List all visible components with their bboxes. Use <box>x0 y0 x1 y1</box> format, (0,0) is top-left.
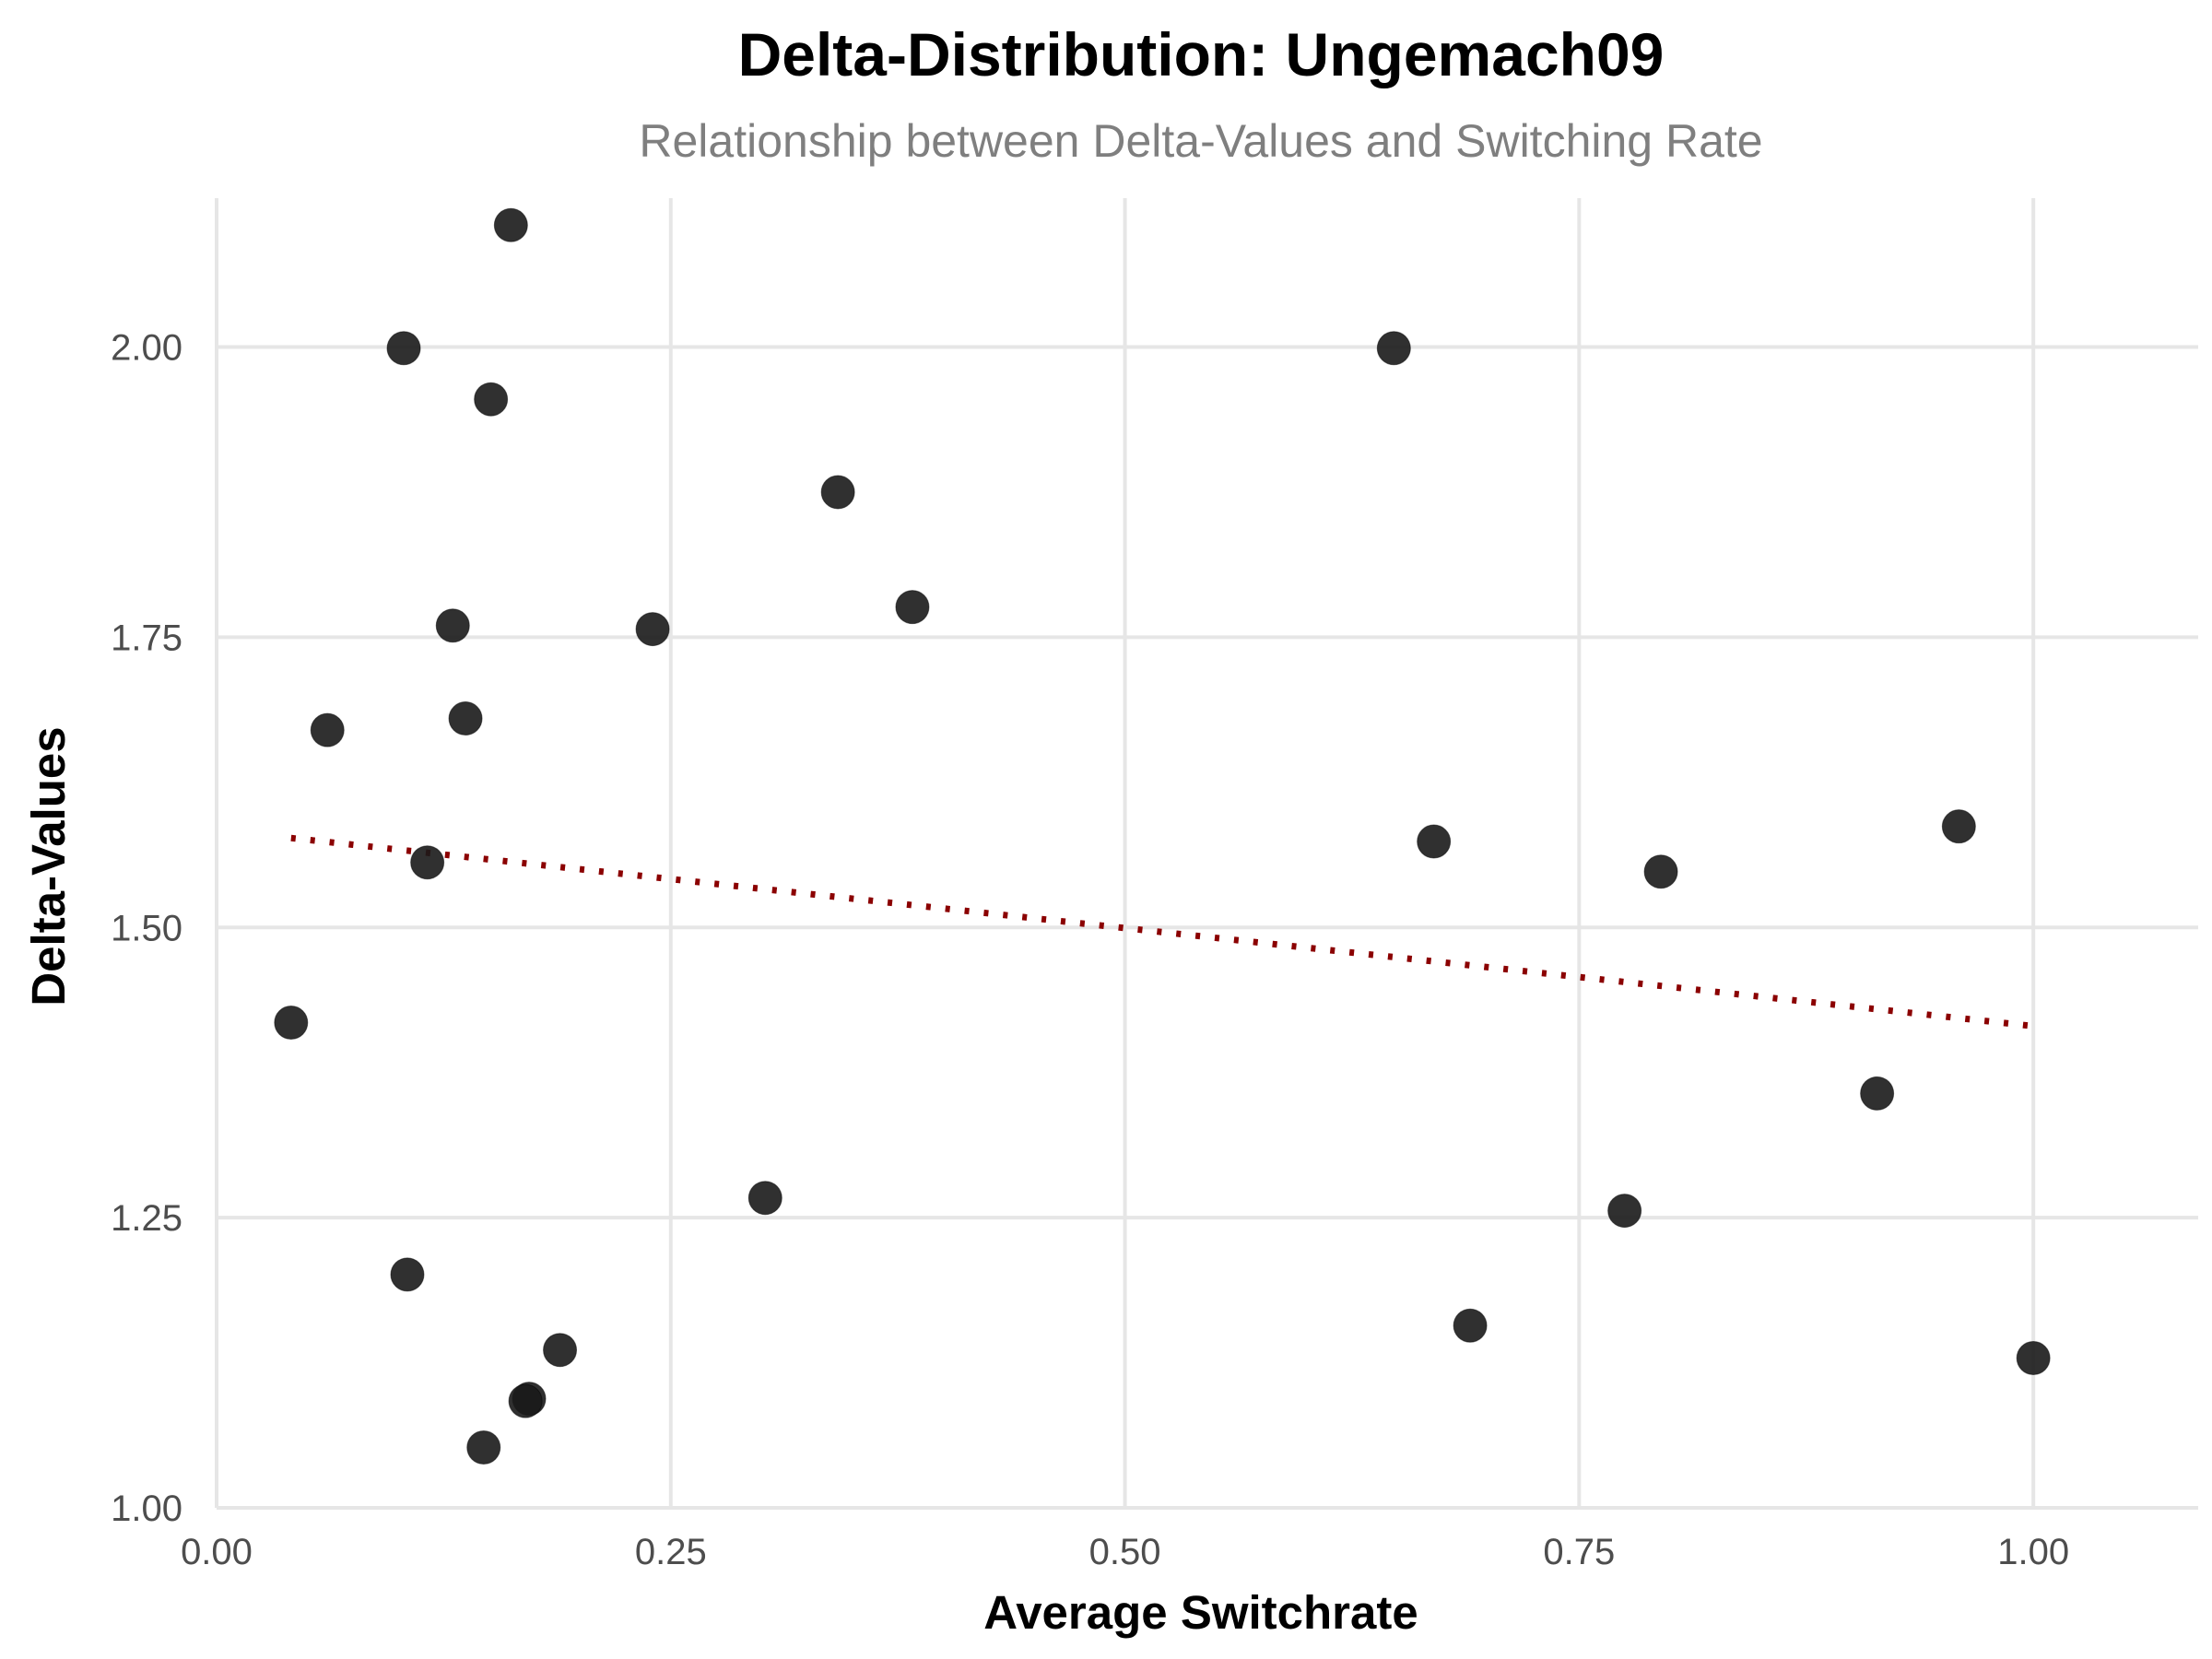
data-points <box>274 207 2051 1465</box>
data-point <box>435 608 470 643</box>
data-point <box>1453 1308 1488 1343</box>
y-tick-label: 2.00 <box>111 328 182 369</box>
x-tick-label: 0.25 <box>635 1532 707 1572</box>
data-point <box>493 207 528 242</box>
x-tick-label: 0.75 <box>1543 1532 1615 1572</box>
data-point <box>635 612 670 647</box>
y-axis-title: Delta-Values <box>22 726 75 1006</box>
trend-line-layer <box>290 834 2034 1030</box>
x-tick-label: 1.00 <box>1997 1532 2069 1572</box>
data-point <box>390 1257 425 1292</box>
data-point <box>1860 1076 1895 1111</box>
x-tick-label: 0.50 <box>1089 1532 1161 1572</box>
data-point <box>386 331 421 366</box>
x-axis-title: Average Switchrate <box>983 1586 1418 1639</box>
data-point <box>1941 809 1976 844</box>
data-point <box>410 845 445 880</box>
x-tick-label: 0.00 <box>181 1532 253 1572</box>
data-point <box>2016 1341 2051 1376</box>
data-point <box>474 382 509 417</box>
grid-lines <box>215 198 2198 1510</box>
tick-labels: 0.00 0.25 0.50 0.75 1.00 1.00 1.25 1.50 1.75 2.00 <box>111 328 2069 1572</box>
y-tick-label: 1.75 <box>111 618 182 658</box>
data-point <box>1376 331 1411 366</box>
data-point <box>274 1006 309 1041</box>
data-point <box>508 1383 543 1418</box>
data-point <box>747 1181 782 1216</box>
data-point <box>466 1430 501 1465</box>
chart-title: Delta-Distribution: Ungemach09 <box>738 20 1665 88</box>
data-point <box>1643 854 1678 889</box>
data-point <box>820 475 855 510</box>
data-point <box>448 701 483 736</box>
data-point <box>895 590 930 625</box>
data-point <box>310 712 345 747</box>
data-point <box>1607 1194 1642 1229</box>
y-tick-label: 1.00 <box>111 1488 182 1529</box>
y-tick-label: 1.25 <box>111 1198 182 1239</box>
data-point <box>1417 824 1452 859</box>
data-point <box>543 1333 578 1368</box>
y-tick-label: 1.50 <box>111 908 182 948</box>
trend-line <box>290 834 2034 1030</box>
chart-subtitle: Relationship between Delta-Values and Sw… <box>639 115 1762 167</box>
